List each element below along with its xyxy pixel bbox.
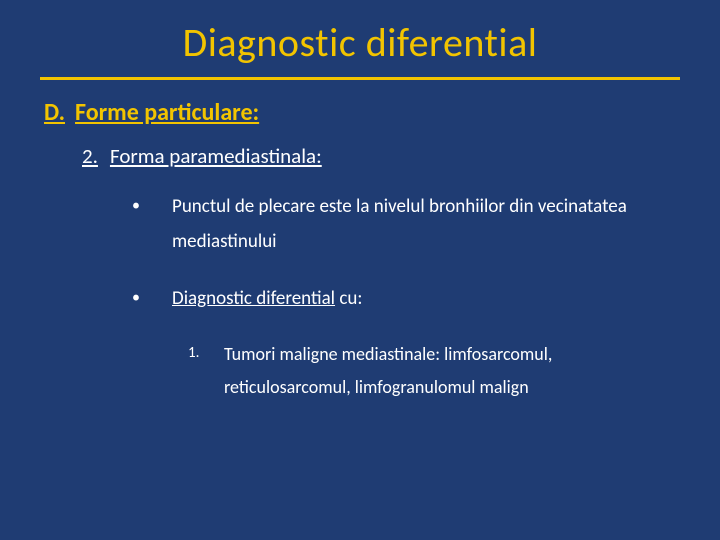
subsection-label: Forma paramediastinala: [110, 143, 322, 169]
bullet-text: Diagnostic diferential cu: [172, 281, 680, 316]
bullet-suffix: cu: [335, 287, 362, 310]
bullet-underlined-prefix: Diagnostic diferential [172, 287, 335, 310]
bullet-marker-icon: • [132, 281, 172, 316]
section-label: Forme particulare: [75, 98, 259, 127]
numbered-marker: 1. [188, 338, 224, 405]
bullet-item: • Punctul de plecare este la nivelul bro… [132, 189, 680, 259]
slide-title: Diagnostic diferential [40, 18, 680, 67]
subsection-heading: 2. Forma paramediastinala: [82, 143, 680, 169]
bullet-item: • Diagnostic diferential cu: [132, 281, 680, 316]
section-letter: D. [44, 98, 65, 127]
slide: Diagnostic diferential D. Forme particula… [0, 0, 720, 540]
title-divider [40, 77, 680, 80]
subsection-number: 2. [82, 143, 98, 169]
bullet-marker-icon: • [132, 189, 172, 259]
section-heading: D. Forme particulare: [44, 98, 680, 127]
numbered-text: Tumori maligne mediastinale: limfosarcom… [224, 338, 680, 405]
bullet-text: Punctul de plecare este la nivelul bronh… [172, 189, 680, 259]
numbered-item: 1. Tumori maligne mediastinale: limfosar… [188, 338, 680, 405]
